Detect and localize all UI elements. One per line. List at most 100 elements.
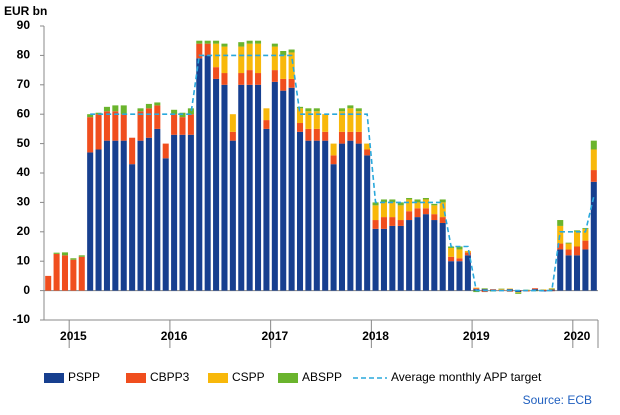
bar-segment [179,117,186,135]
bar-segment [473,287,480,289]
y-tick-label: 20 [17,224,31,238]
bar-segment [280,55,287,79]
bar-segment [213,67,220,79]
bar-segment [322,140,329,291]
bar-segment [414,202,421,209]
bar-segment [448,261,455,291]
bar-segment [573,231,581,247]
bar-segment [280,50,287,56]
bar-segment [280,78,287,91]
bar-segment [448,256,455,262]
bar-segment [78,255,85,257]
x-tick-label: 2017 [261,329,288,343]
bar-segment [120,105,127,115]
bar-segment [406,220,413,291]
bar-segment [406,197,413,200]
x-tick-label: 2019 [463,329,490,343]
bar-segment [296,131,304,291]
bar-segment [213,78,220,291]
bar-segment [548,289,555,291]
bar-segment [422,214,429,291]
bar-segment [456,249,463,259]
bar-segment [439,222,446,291]
bar-segment [557,249,564,291]
legend-swatch [278,373,298,383]
bar-segment [171,134,178,291]
bar-segment [498,288,505,290]
bar-segment [582,249,589,291]
bar-segment [590,170,597,182]
bar-segment [288,52,295,79]
bar-segment [313,140,320,291]
bar-segment [187,108,194,115]
legend-swatch [208,373,228,383]
bar-segment [573,255,581,291]
bar-segment [271,46,278,71]
legend-label: PSPP [68,370,100,384]
bar-segment [61,255,69,291]
bar-segment [322,131,329,141]
y-tick-label: 80 [17,48,31,62]
bar-segment [506,288,513,290]
bar-segment [112,140,119,291]
bar-segment [431,214,438,221]
bar-segment [389,199,396,203]
bar-segment [380,217,387,229]
bar-segment [573,246,581,256]
bar-segment [481,288,488,289]
legend-label: ABSPP [302,370,342,384]
bar-segment [271,70,278,82]
bar-segment [456,261,463,291]
bar-segment [338,111,346,132]
bar-segment [196,40,203,44]
bar-segment [154,105,161,129]
bar-segment [414,208,421,218]
bar-segment [78,256,85,291]
bar-segment [288,87,295,291]
bar-segment [296,106,304,109]
bar-segment [154,102,161,106]
bar-segment [464,250,471,253]
bar-segment [565,249,572,256]
bar-segment [372,220,379,229]
bar-segment [103,140,110,291]
y-tick-label: 30 [17,195,31,209]
bar-segment [70,258,77,260]
bar-segment [271,81,278,291]
x-tick-label: 2018 [362,329,389,343]
bar-segment [347,140,354,291]
bar-segment [406,211,413,221]
bar-segment [305,111,312,129]
bar-segment [565,243,572,250]
bar-segment [53,252,60,254]
bar-segment [355,143,362,291]
bar-segment [112,105,119,112]
bar-segment [305,108,312,112]
bar-segment [255,84,262,291]
bar-segment [389,225,396,291]
bar-segment [45,275,52,291]
bar-segment [313,108,320,112]
x-tick-label: 2016 [161,329,188,343]
bar-segment [582,228,589,241]
bar-segment [431,205,438,215]
bar-segment [255,73,262,85]
bar-segment [330,164,337,291]
bar-segment [53,253,60,291]
bar-segment [347,105,354,109]
y-tick-label: 50 [17,136,31,150]
bar-segment [154,128,161,291]
bar-segment [355,131,362,144]
y-tick-label: 60 [17,106,31,120]
bar-segment [456,246,463,250]
bar-segment [238,42,245,47]
bar-segment [263,108,270,121]
bar-segment [347,131,354,141]
bar-segment [330,155,337,165]
bar-segment [464,255,471,291]
bar-segment [380,228,387,291]
bar-segment [137,108,144,112]
bar-segment [171,109,178,115]
bar-segment [557,243,564,250]
bar-segment [355,111,362,132]
